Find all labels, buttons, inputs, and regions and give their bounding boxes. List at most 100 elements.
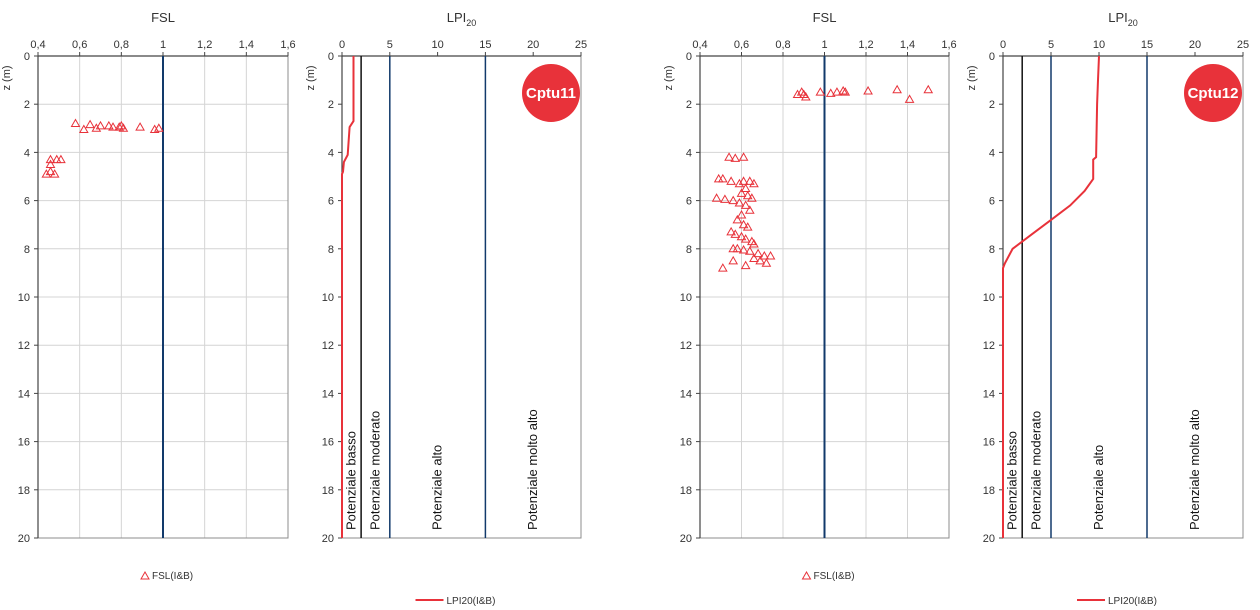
legend-label: FSL(I&B): [814, 571, 855, 582]
x-tick-label: 20: [1189, 39, 1201, 51]
cptu11-fsl-panel: 0,4 0,6 0,8 1 1,2 1,4 1,6 0 2 4 6 8 10 12 14 16 18 20 z (m…: [1, 10, 296, 582]
y-tick-label: 16: [680, 437, 692, 449]
y-tick-label: 0: [989, 51, 995, 63]
data-point: [738, 152, 749, 161]
y-tick-label: 4: [24, 147, 30, 159]
band-label: Potenziale basso: [1005, 431, 1020, 530]
data-point: [755, 255, 766, 265]
data-point: [792, 89, 803, 99]
x-tick-label: 15: [1141, 39, 1153, 51]
y-tick-label: 14: [18, 388, 30, 400]
data-point: [840, 87, 851, 96]
data-point: [761, 258, 772, 267]
cptu12-lpi-panel: 0 5 10 15 20 25 0 2 4 6 8 10 12 14 16 18 20 z (m) LPI20 Pot…: [966, 10, 1249, 607]
data-point: [726, 176, 736, 185]
y-tick-label: 6: [686, 196, 692, 208]
legend-marker: [140, 570, 150, 580]
y-tick-label: 12: [18, 340, 30, 352]
band-label: Potenziale moderato: [1029, 411, 1044, 530]
badge-circle: [1184, 64, 1242, 122]
y-tick-label: 18: [18, 485, 30, 497]
y-axis-label: z (m): [663, 65, 675, 90]
x-tick-label: 10: [431, 39, 443, 51]
data-point: [728, 195, 739, 205]
y-tick-label: 8: [989, 244, 995, 256]
y-tick-label: 20: [322, 533, 334, 545]
y-tick-label: 0: [328, 51, 334, 63]
data-point: [863, 85, 873, 95]
x-tick-label: 0,4: [30, 39, 45, 51]
data-point: [736, 188, 747, 197]
y-tick-label: 6: [989, 196, 995, 208]
data-point: [744, 176, 755, 185]
data-point: [49, 169, 60, 178]
y-tick-label: 18: [983, 485, 995, 497]
y-tick-label: 2: [989, 99, 995, 111]
data-point: [734, 178, 745, 188]
y-tick-label: 2: [24, 99, 30, 111]
x-tick-label: 0,6: [72, 39, 87, 51]
x-tick-label: 0,4: [692, 39, 707, 51]
data-point: [740, 260, 751, 270]
data-point: [742, 190, 753, 200]
data-point: [923, 84, 934, 94]
y-tick-label: 20: [983, 533, 995, 545]
y-axis-label: z (m): [305, 65, 317, 90]
data-point: [45, 154, 56, 164]
data-point: [749, 238, 759, 248]
data-point: [70, 118, 81, 127]
data-point: [740, 200, 751, 209]
y-tick-label: 20: [18, 533, 30, 545]
y-tick-label: 14: [322, 388, 334, 400]
x-tick-label: 25: [575, 39, 587, 51]
data-point: [838, 85, 849, 95]
x-tick-label: 1,4: [239, 39, 254, 51]
chart-title: FSL: [151, 10, 175, 25]
y-tick-label: 8: [328, 244, 334, 256]
x-tick-label: 5: [387, 39, 393, 51]
x-tick-label: 20: [527, 39, 539, 51]
y-tick-label: 16: [322, 437, 334, 449]
data-point: [711, 193, 722, 202]
legend-marker: [801, 570, 812, 580]
data-point: [114, 122, 125, 131]
data-point: [734, 198, 745, 207]
x-tick-label: 0: [1000, 39, 1006, 51]
data-point: [759, 251, 770, 260]
data-point: [153, 123, 164, 132]
y-tick-label: 10: [983, 292, 995, 304]
data-point: [41, 169, 52, 178]
y-tick-label: 12: [322, 340, 334, 352]
data-point: [740, 183, 751, 193]
y-tick-label: 8: [686, 244, 692, 256]
data-point: [742, 222, 753, 231]
chart-title: LPI20: [447, 10, 477, 28]
x-tick-label: 1: [160, 39, 166, 51]
data-point: [726, 226, 736, 236]
y-tick-label: 10: [18, 292, 30, 304]
x-tick-label: 10: [1093, 39, 1105, 51]
y-tick-label: 16: [18, 437, 30, 449]
data-point: [832, 87, 842, 96]
x-tick-label: 1,2: [858, 39, 873, 51]
band-label: Potenziale alto: [1091, 445, 1106, 530]
y-axis-label: z (m): [1, 65, 13, 90]
data-point: [95, 120, 106, 130]
x-tick-label: 5: [1048, 39, 1054, 51]
data-point: [747, 193, 757, 202]
data-point: [738, 219, 749, 229]
x-tick-label: 1,4: [900, 39, 915, 51]
y-tick-label: 6: [24, 196, 30, 208]
data-point: [91, 123, 102, 132]
x-tick-label: 0,8: [114, 39, 129, 51]
data-point: [78, 124, 89, 134]
band-label: Potenziale moderato: [367, 411, 382, 530]
data-point: [118, 123, 129, 132]
data-point: [724, 152, 734, 161]
chart-title: LPI20: [1108, 10, 1138, 28]
data-point: [904, 94, 915, 103]
data-point: [744, 205, 755, 214]
data-point: [749, 178, 759, 188]
y-tick-label: 10: [322, 292, 334, 304]
